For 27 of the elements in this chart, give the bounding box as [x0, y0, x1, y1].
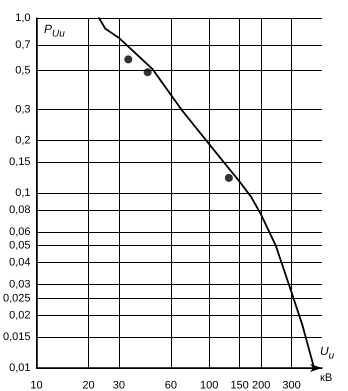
- y-tick-label: 0,025: [2, 292, 31, 304]
- y-tick-label: 0,04: [9, 256, 31, 269]
- x-tick-label: 10: [30, 380, 43, 391]
- y-tick-label: 0,02: [9, 309, 31, 322]
- y-tick-label: 0,06: [9, 226, 31, 238]
- x-tick-label: 200: [252, 380, 270, 391]
- y-tick-label: 0,2: [15, 134, 31, 146]
- x-tick-label: 30: [112, 380, 126, 391]
- y-tick-label: 1,0: [15, 12, 31, 24]
- x-tick-label: 20: [82, 380, 95, 391]
- y-tick-label: 0,1: [15, 187, 31, 199]
- x-tick-label: 300: [282, 380, 301, 391]
- y-tick-label: 0,5: [15, 64, 31, 77]
- text: кВ: [320, 372, 332, 384]
- y-tick-label: 0,3: [15, 104, 31, 116]
- y-tick-label: 0,03: [9, 278, 31, 291]
- y-tick-label: 0,15: [9, 156, 31, 168]
- y-tick-label: 0,01: [9, 362, 31, 374]
- y-tick-label: 0,05: [9, 240, 31, 252]
- y-tick-label: 0,015: [2, 331, 31, 344]
- y-tick-label: 0,08: [9, 204, 31, 216]
- y-tick-label: 0,7: [15, 39, 31, 52]
- y-axis-title: P$_{Uи}$: [44, 22, 65, 40]
- x-axis-title: U$_{и}$: [320, 344, 334, 362]
- x-tick-label: 60: [164, 380, 178, 391]
- x-tick-label: 150: [230, 380, 249, 391]
- x-tick-label: 100: [200, 380, 218, 391]
